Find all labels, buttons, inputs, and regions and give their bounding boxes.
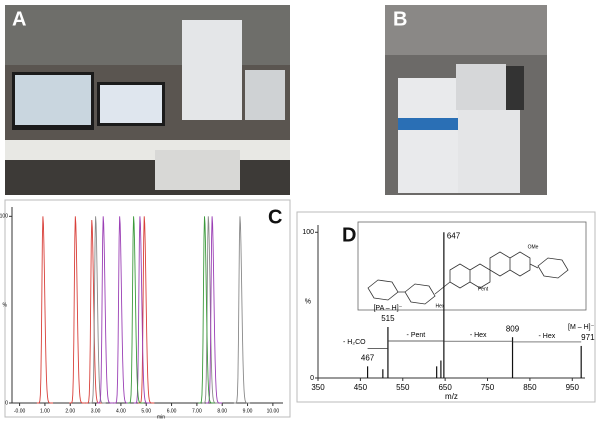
x-tick-label: 7.00 [192, 408, 202, 414]
x-tick-label: 1.00 [40, 408, 50, 414]
x-tick-label: 550 [396, 383, 410, 392]
x-tick-label: 2.00 [65, 408, 75, 414]
photo-instrument [458, 108, 520, 193]
structure-inset [357, 221, 587, 311]
panel-label: C [268, 206, 282, 228]
photo-screen [15, 75, 91, 125]
x-tick-label: 950 [566, 383, 580, 392]
x-tick-label: 3.00 [91, 408, 101, 414]
panel-label: A [12, 8, 26, 30]
panel-label: B [393, 8, 407, 30]
bond [398, 263, 539, 295]
x-tick-label: 8.00 [217, 408, 227, 414]
peak [89, 216, 106, 404]
structure-label: Pent [478, 286, 489, 292]
y-axis-label: % [305, 298, 311, 305]
x-axis-label: m/z [445, 392, 458, 401]
peak [36, 216, 54, 404]
peak-label: 515 [381, 314, 395, 323]
peak [133, 216, 151, 404]
peak-label: 467 [361, 353, 375, 362]
peak [138, 216, 155, 404]
peak-label: 971 [581, 333, 595, 342]
photo-gc [456, 64, 506, 110]
ion-label: [PA – H]⁻ [373, 305, 402, 312]
y-tick-label: 0 [5, 400, 8, 406]
photo-panel [506, 66, 524, 110]
photo-instrument [245, 70, 285, 120]
x-tick-label: 450 [354, 383, 368, 392]
photo-floor [5, 160, 290, 195]
x-tick-label: 4.00 [116, 408, 126, 414]
loss-label: - H₂CO [343, 339, 366, 346]
y-axis-label: % [3, 302, 8, 308]
x-tick-label: 750 [481, 383, 495, 392]
peak [113, 216, 130, 404]
loss-label: - Pent [407, 332, 426, 339]
inset-frame [357, 221, 587, 311]
ring [449, 251, 531, 289]
peak [127, 216, 144, 404]
y-tick-label: 100 [302, 229, 314, 236]
ring [404, 283, 436, 305]
photo-cabinet [155, 150, 240, 190]
x-tick-label: 9.00 [243, 408, 253, 414]
ion-label: [M – H]⁻ [568, 324, 595, 331]
loss-label: - Hex [470, 332, 487, 339]
x-axis-label: min [157, 414, 165, 420]
photo-wall [385, 5, 547, 55]
peak [97, 216, 114, 404]
photo-instrument [182, 20, 242, 120]
photo-shelf [5, 5, 290, 65]
x-tick-label: 5.00 [141, 408, 151, 414]
peak [233, 216, 251, 404]
photo-bench [5, 140, 290, 160]
peak [69, 216, 86, 404]
photo-stripe [398, 118, 458, 130]
peak-label: 647 [447, 231, 461, 240]
loss-label: - Hex [538, 333, 555, 340]
photo-b: B [385, 5, 547, 195]
x-tick-label: -0.00 [14, 408, 26, 414]
photo-screen [100, 85, 162, 123]
x-tick-label: 6.00 [167, 408, 177, 414]
photo-a: A [5, 5, 290, 195]
x-tick-label: 650 [438, 383, 452, 392]
y-tick-label: 0 [310, 375, 314, 382]
x-tick-label: 350 [311, 383, 325, 392]
peak [202, 216, 219, 404]
chart-frame [4, 199, 291, 418]
peak [206, 216, 223, 404]
x-tick-label: 850 [523, 383, 537, 392]
structure-label: OMe [528, 244, 539, 250]
panel-label: D [342, 224, 356, 246]
peak-label: 809 [506, 324, 520, 333]
photo-instrument [398, 78, 458, 193]
x-tick-label: 10.00 [267, 408, 280, 414]
ring [537, 257, 569, 279]
y-tick-label: 100 [0, 214, 8, 220]
peak [198, 216, 215, 404]
structure-label: Hex [436, 303, 445, 309]
chart-frame [296, 211, 596, 403]
